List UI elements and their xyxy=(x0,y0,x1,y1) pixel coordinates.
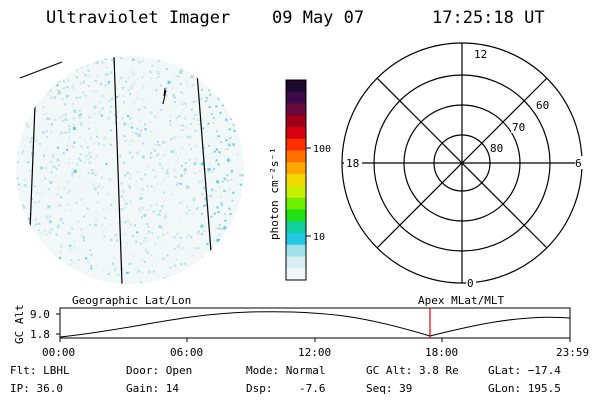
colorbar-band xyxy=(286,232,306,246)
x-tick-0000: 00:00 xyxy=(42,346,75,359)
colorbar-tick-10: 10 xyxy=(313,232,325,243)
x-tick-2359: 23:59 xyxy=(556,346,589,359)
glat-readout: GLat: −17.4 xyxy=(488,364,561,377)
time-label: 17:25:18 UT xyxy=(432,8,545,28)
gain-readout: Gain: 14 xyxy=(126,382,179,395)
timeline-panel: 9.0 1.8 GC Alt Geographic Lat/Lon Apex M… xyxy=(13,294,589,359)
polar-ring-label-60: 60 xyxy=(536,99,549,112)
x-tick-1200: 12:00 xyxy=(298,346,331,359)
polar-label-18: 18 xyxy=(346,157,359,170)
mode-readout: Mode: Normal xyxy=(246,364,326,377)
track-mark xyxy=(162,87,167,105)
date-label: 09 May 07 xyxy=(272,8,365,28)
y-tick-1-8: 1.8 xyxy=(30,328,50,341)
polar-ring-label-70: 70 xyxy=(512,121,525,134)
colorbar-band xyxy=(286,162,306,175)
uv-image-disc xyxy=(16,56,244,284)
dsp-readout: Dsp: -7.6 xyxy=(246,382,326,395)
ip-readout: IP: 36.0 xyxy=(10,382,63,395)
door-readout: Door: Open xyxy=(126,364,193,377)
colorbar-band xyxy=(286,174,306,187)
colorbar-tick-100: 100 xyxy=(313,144,331,155)
geographic-label: Geographic Lat/Lon xyxy=(72,294,191,307)
polar-label-12: 12 xyxy=(474,48,487,61)
polar-label-0: 0 xyxy=(467,277,474,290)
y-axis-label: GC Alt xyxy=(13,304,26,344)
y-tick-9: 9.0 xyxy=(30,308,50,321)
colorbar-unit-label: photon cm⁻²s⁻¹ xyxy=(268,147,281,240)
x-tick-1800: 18:00 xyxy=(425,346,458,359)
colorbar-band xyxy=(286,209,306,222)
colorbar-band xyxy=(286,80,306,93)
seq-readout: Seq: 39 xyxy=(366,382,413,395)
colorbar-band xyxy=(286,244,306,258)
colorbar-band xyxy=(286,197,306,211)
polar-ring-label-80: 80 xyxy=(490,142,503,155)
x-tick-0600: 06:00 xyxy=(170,346,203,359)
colorbar-band xyxy=(286,221,306,234)
instrument-title: Ultraviolet Imager xyxy=(46,8,231,28)
colorbar-band xyxy=(286,91,306,105)
colorbar-band xyxy=(286,138,306,152)
colorbar-band xyxy=(286,115,306,128)
filter-readout: Flt: LBHL xyxy=(10,364,70,377)
colorbar-band xyxy=(286,150,306,163)
colorbar-band xyxy=(286,103,306,116)
polar-label-6: 6 xyxy=(575,157,582,170)
colorbar: 100 10 photon cm⁻²s⁻¹ xyxy=(268,79,331,281)
colorbar-band xyxy=(286,127,306,140)
colorbar-band xyxy=(286,185,306,199)
gc-alt-readout: GC Alt: 3.8 Re xyxy=(366,364,459,377)
colorbar-band xyxy=(286,268,306,281)
apex-label: Apex MLat/MLT xyxy=(418,294,504,307)
glon-readout: GLon: 195.5 xyxy=(488,382,561,395)
latitude-line-segment xyxy=(19,61,63,79)
polar-grid xyxy=(341,42,583,284)
colorbar-band xyxy=(286,256,306,269)
